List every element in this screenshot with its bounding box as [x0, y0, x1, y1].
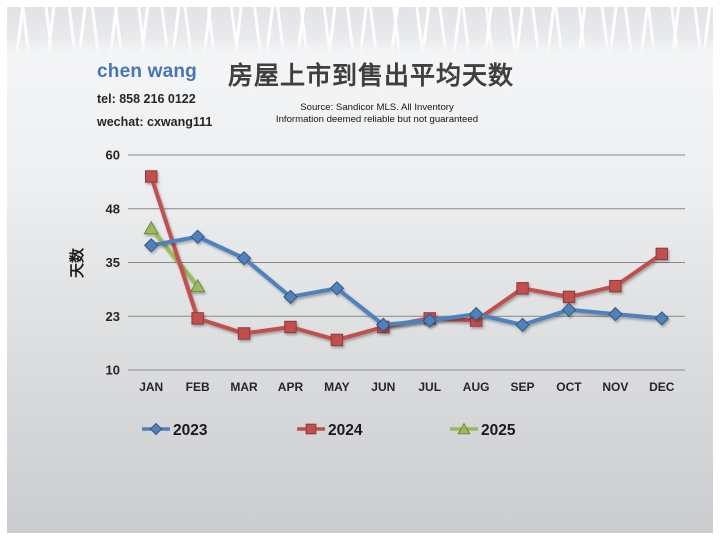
- series-2025: [143, 220, 206, 293]
- marker-2023-FEB: [190, 229, 205, 244]
- series-line-2025: [149, 226, 200, 289]
- x-tick-label-APR: APR: [278, 380, 304, 394]
- marker-2023-AUG: [468, 306, 484, 322]
- series-2023: [144, 229, 669, 333]
- legend-label-2024: 2024: [328, 422, 363, 439]
- marker-2023-JUL: [422, 313, 437, 328]
- page-title: 房屋上市到售出平均天数: [228, 62, 515, 90]
- marker-2024-FEB: [191, 312, 204, 325]
- slide-background: [7, 7, 713, 533]
- x-tick-label-JAN: JAN: [139, 380, 163, 394]
- marker-2023-SEP: [515, 317, 530, 333]
- x-tick-label-OCT: OCT: [556, 380, 582, 394]
- marker-2023-JAN: [144, 238, 159, 253]
- marker-2024-DEC: [655, 247, 668, 261]
- legend-item-2023: 2023: [142, 422, 208, 439]
- marker-2024-MAY: [330, 333, 344, 347]
- x-tick-label-FEB: FEB: [186, 380, 210, 394]
- y-tick-label-35: 35: [106, 255, 120, 270]
- agent-wechat: wechat: cxwang111: [97, 115, 213, 129]
- marker-2025-FEB: [189, 278, 206, 293]
- marker-2023-NOV: [608, 306, 623, 322]
- decorative-crosshatch-band: [7, 7, 713, 55]
- y-axis-title: 天数: [68, 247, 86, 278]
- source-disclaimer: Source: Sandicor MLS. All Inventory Info…: [252, 102, 502, 127]
- series-line-2024: [149, 174, 664, 342]
- marker-2023-DEC: [654, 311, 669, 326]
- x-tick-label-DEC: DEC: [649, 380, 675, 394]
- y-tick-label-60: 60: [106, 148, 120, 163]
- x-tick-label-NOV: NOV: [602, 380, 628, 394]
- marker-2024-SEP: [516, 282, 529, 295]
- agent-phone: tel: 858 216 0122: [97, 92, 196, 106]
- legend-marker-2025: [457, 422, 471, 435]
- marker-2024-OCT: [562, 290, 576, 304]
- y-tick-label-48: 48: [106, 201, 120, 216]
- marker-2023-MAR: [236, 250, 252, 266]
- marker-2024-APR: [284, 320, 297, 334]
- line-chart: 10 23 35 48 60 天数 JAN FEB MAR APR MAY JUN JUL AUG SEP O…: [68, 148, 685, 439]
- y-tick-label-10: 10: [106, 363, 120, 378]
- agent-name: chen wang: [97, 61, 197, 82]
- series-line-2023: [149, 234, 664, 327]
- x-tick-label-JUN: JUN: [371, 380, 395, 394]
- series-2024: [145, 170, 668, 347]
- y-tick-label-23: 23: [106, 309, 120, 324]
- marker-2023-MAY: [329, 281, 345, 296]
- source-line-2: Information deemed reliable but not guar…: [275, 114, 479, 126]
- agent-contact-block: chen wang tel: 858 216 0122 wechat: cxwa…: [97, 61, 212, 129]
- x-tick-label-AUG: AUG: [463, 380, 490, 394]
- marker-2024-MAR: [237, 327, 251, 340]
- marker-2024-NOV: [609, 279, 622, 293]
- marker-2023-JUN: [376, 317, 391, 333]
- legend-marker-2023: [149, 422, 163, 436]
- legend-item-2025: 2025: [450, 422, 516, 439]
- marker-2025-JAN: [143, 220, 159, 235]
- marker-2023-OCT: [561, 302, 577, 318]
- legend-label-2023: 2023: [173, 422, 208, 439]
- x-tick-label-MAR: MAR: [230, 380, 258, 394]
- legend-label-2025: 2025: [481, 422, 516, 439]
- marker-2024-JAN: [145, 170, 158, 183]
- legend-item-2024: 2024: [297, 422, 363, 439]
- marker-2023-APR: [283, 289, 298, 305]
- x-tick-label-MAY: MAY: [324, 380, 350, 394]
- source-line-1: Source: Sandicor MLS. All Inventory: [300, 102, 454, 113]
- x-tick-label-SEP: SEP: [511, 380, 535, 394]
- x-tick-label-JUL: JUL: [418, 380, 441, 394]
- legend-marker-2024: [305, 423, 317, 435]
